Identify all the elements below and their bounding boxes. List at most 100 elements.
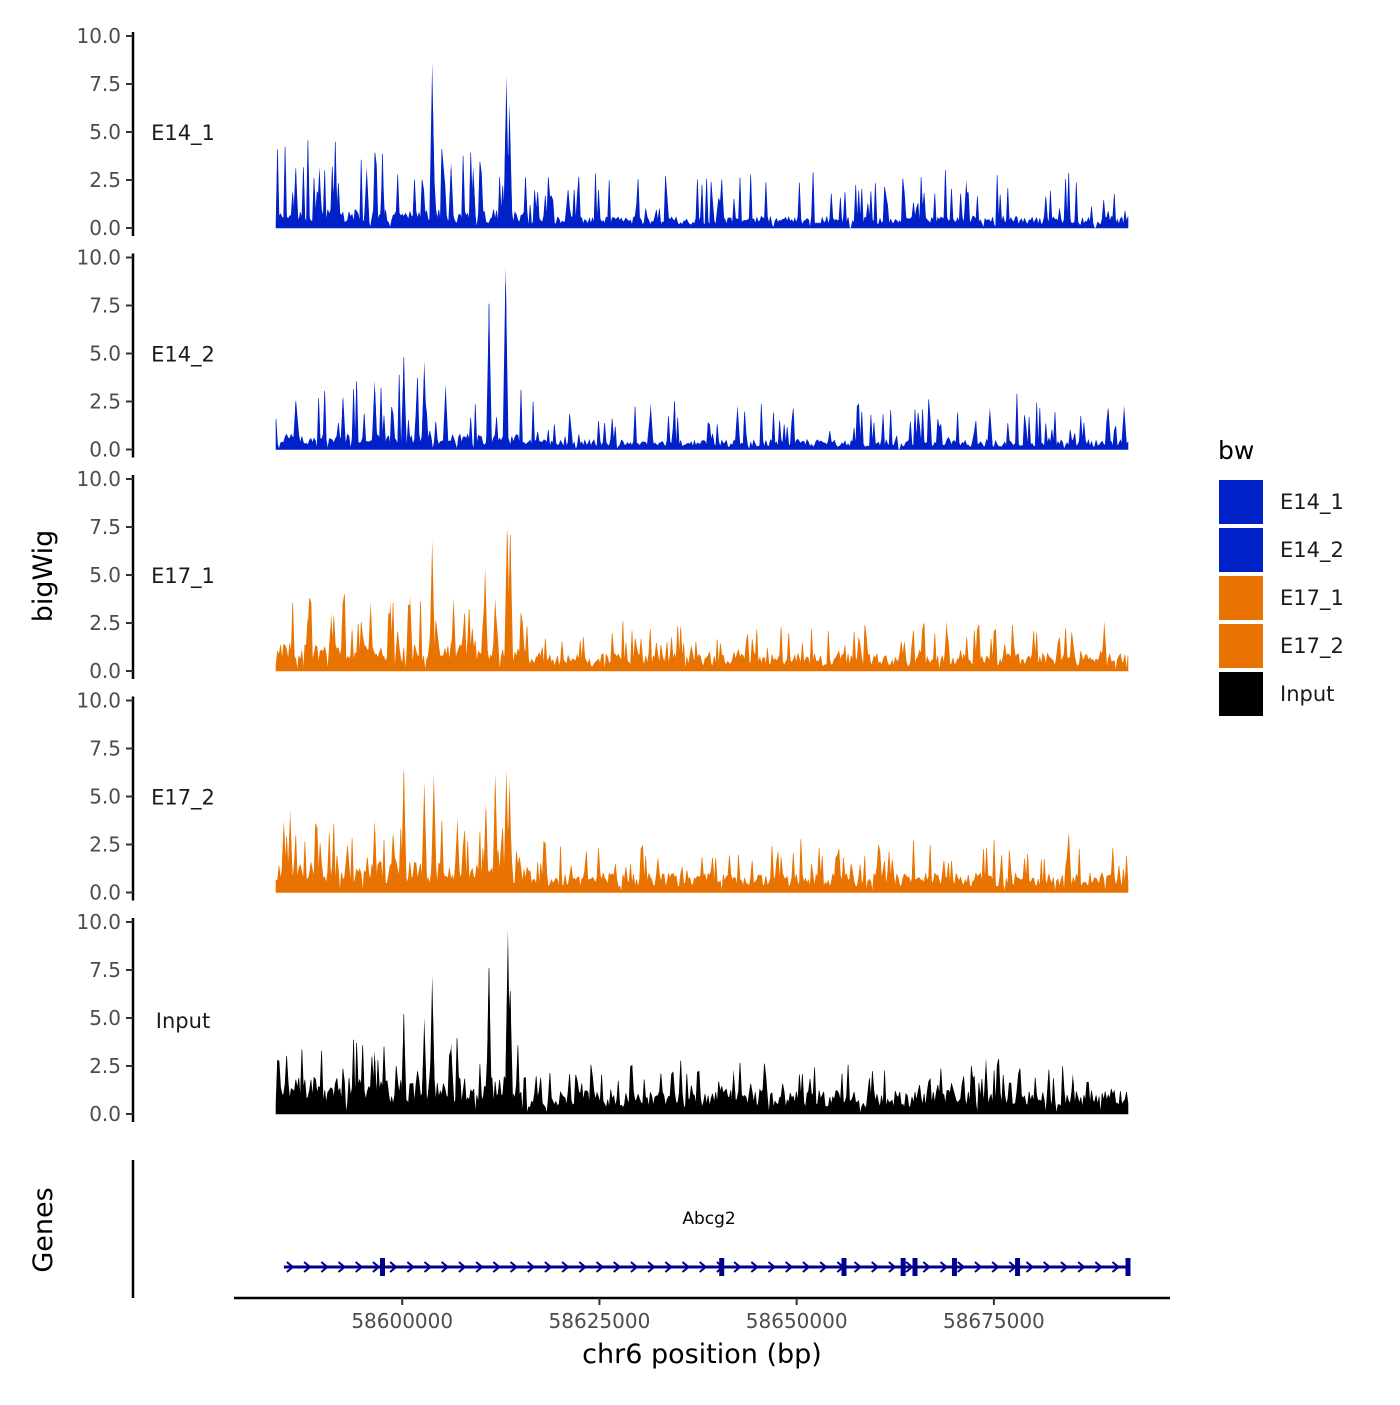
peak-mark [379, 170, 386, 228]
exon-mark [719, 1258, 725, 1276]
peak-mark [292, 399, 299, 450]
peak-mark [507, 991, 514, 1114]
strand-arrow [544, 1261, 553, 1273]
y-tick-label: 2.5 [89, 168, 121, 192]
strand-arrow [337, 1261, 347, 1273]
peak-mark [454, 817, 461, 893]
legend: bw E14_1 E14_2 E17_1 E17_2 Input [1217, 436, 1344, 718]
y-tick-label: 10.0 [76, 24, 121, 48]
y-tick-label: 2.5 [89, 611, 121, 635]
peak-mark [963, 180, 970, 228]
legend-title: bw [1218, 436, 1254, 465]
strand-arrow [1043, 1261, 1052, 1273]
peak-mark [304, 617, 311, 671]
peak-mark [430, 773, 437, 893]
y-tick-label: 10.0 [76, 689, 121, 713]
strand-arrow [939, 1261, 949, 1273]
peak-mark [371, 1050, 378, 1114]
exon-mark [1015, 1258, 1021, 1276]
peak-mark [1069, 1073, 1076, 1114]
strand-arrow [286, 1261, 295, 1273]
y-tick-label: 10.0 [76, 910, 121, 934]
peak-mark [983, 1058, 989, 1114]
peak-mark [492, 773, 499, 893]
peak-mark [482, 804, 489, 893]
peak-mark [502, 267, 509, 450]
peak-mark [387, 601, 394, 671]
peak-mark [647, 403, 654, 450]
peak-mark [943, 621, 950, 671]
peak-mark [1121, 405, 1128, 450]
peak-mark [450, 598, 457, 671]
strand-arrow [664, 1261, 673, 1273]
peak-mark [429, 975, 436, 1114]
exon-mark [841, 1258, 847, 1276]
strand-arrow [372, 1261, 381, 1273]
x-axis: 58600000 58625000 58650000 58675000 chr6 po… [234, 1296, 1170, 1370]
strand-arrow [871, 1261, 880, 1273]
exon-mark [380, 1258, 385, 1276]
strand-arrow [681, 1261, 691, 1273]
strand-arrow [441, 1261, 450, 1273]
track-E17_1: 0.0 2.5 5.0 7.5 10.0 E17_1 [76, 467, 1129, 683]
track-label: E14_1 [151, 121, 215, 146]
peak-mark [492, 598, 499, 671]
genes-panel: Genes Abcg2 [28, 1160, 1131, 1298]
peak-mark [421, 1018, 428, 1114]
exon-mark [912, 1258, 918, 1276]
legend-label: E14_2 [1280, 538, 1344, 563]
peak-mark [1065, 205, 1072, 228]
x-tick-label: 58625000 [549, 1309, 651, 1333]
peak-mark [400, 771, 407, 893]
track-E17_2: 0.0 2.5 5.0 7.5 10.0 E17_2 [76, 689, 1129, 905]
gene-model [283, 1258, 1131, 1276]
peak-mark [1105, 407, 1112, 450]
legend-item-E17_2: E17_2 [1217, 622, 1344, 670]
peak-mark [448, 1043, 455, 1114]
peak-mark [280, 819, 287, 893]
legend-swatch [1217, 526, 1265, 574]
y-tick-label: 5.0 [89, 342, 121, 366]
peak-mark [429, 62, 436, 229]
track-label: E14_2 [151, 343, 215, 368]
strand-arrow [475, 1261, 484, 1273]
y-tick-label: 7.5 [89, 294, 121, 318]
legend-label: E17_1 [1280, 586, 1344, 611]
peak-mark [371, 380, 378, 450]
legend-item-E14_1: E14_1 [1217, 478, 1344, 526]
legend-swatch [1217, 574, 1265, 622]
peak-mark [1101, 621, 1108, 671]
peak-mark [470, 166, 477, 228]
x-tick-label: 58600000 [351, 1309, 453, 1333]
track-E14_2: 0.0 2.5 5.0 7.5 10.0 E14_2 [76, 246, 1129, 462]
signal-area-E17_2 [275, 771, 1129, 893]
peak-mark [730, 1069, 737, 1114]
strand-arrow [1025, 1261, 1035, 1273]
y-tick-label: 5.0 [89, 563, 121, 587]
y-tick-label: 7.5 [89, 737, 121, 761]
strand-arrow [423, 1261, 433, 1273]
y-tick-label: 7.5 [89, 515, 121, 539]
peak-mark [1105, 210, 1112, 228]
strand-arrow [888, 1261, 897, 1273]
strand-arrow [1077, 1261, 1086, 1273]
track-Input: 0.0 2.5 5.0 7.5 10.0 Input [76, 910, 1129, 1126]
strand-arrow [303, 1261, 312, 1273]
y-tick-label: 5.0 [89, 1006, 121, 1030]
y-tick-label: 7.5 [89, 958, 121, 982]
peak-mark [316, 166, 323, 228]
x-tick-label: 58650000 [746, 1309, 848, 1333]
strand-arrow [355, 1261, 364, 1273]
track-E14_1: 0.0 2.5 5.0 7.5 10.0 E14_1 [76, 24, 1129, 240]
peak-mark [442, 384, 449, 450]
strand-arrow [974, 1261, 983, 1273]
peak-mark [332, 153, 339, 228]
strand-arrow [819, 1261, 828, 1273]
exon-mark [1125, 1258, 1131, 1276]
x-tick-label: 58675000 [943, 1309, 1045, 1333]
peak-mark [407, 596, 414, 671]
y-tick-label: 0.0 [89, 1102, 121, 1126]
peak-mark [486, 303, 492, 450]
exon-mark [900, 1258, 906, 1276]
track-label: E17_1 [151, 564, 215, 589]
